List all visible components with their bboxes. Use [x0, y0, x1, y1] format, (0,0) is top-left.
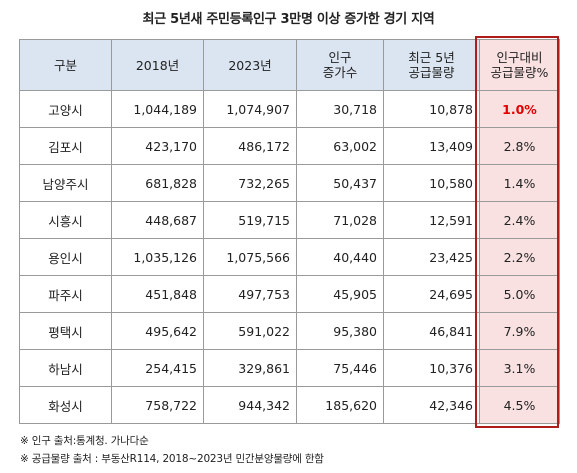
- table-row: 하남시 254,415 329,861 75,446 10,376 3.1%: [19, 349, 560, 387]
- cell-2018: 448,687: [111, 201, 204, 239]
- cell-2023: 497,753: [203, 275, 297, 313]
- cell-region: 시흥시: [19, 201, 112, 239]
- header-2023: 2023년: [203, 39, 297, 91]
- cell-supply: 10,376: [383, 349, 480, 387]
- cell-2018: 1,035,126: [111, 238, 204, 276]
- cell-2023: 519,715: [203, 201, 297, 239]
- cell-increase: 30,718: [296, 90, 384, 128]
- cell-supply: 10,580: [383, 164, 480, 202]
- cell-ratio: 2.4%: [479, 201, 560, 239]
- cell-increase: 50,437: [296, 164, 384, 202]
- header-ratio-line1: 인구대비: [496, 50, 543, 65]
- cell-ratio: 4.5%: [479, 386, 560, 424]
- table-row: 김포시 423,170 486,172 63,002 13,409 2.8%: [19, 127, 560, 165]
- population-supply-table: 구분 2018년 2023년 인구 증가수 최근 5년 공급물량 인구대비 공급…: [19, 39, 560, 424]
- cell-increase: 40,440: [296, 238, 384, 276]
- cell-increase: 63,002: [296, 127, 384, 165]
- table-row: 화성시 758,722 944,342 185,620 42,346 4.5%: [19, 386, 560, 424]
- header-supply-line2: 공급물량: [408, 65, 455, 80]
- cell-region: 용인시: [19, 238, 112, 276]
- cell-2018: 254,415: [111, 349, 204, 387]
- table-row: 시흥시 448,687 519,715 71,028 12,591 2.4%: [19, 201, 560, 239]
- cell-2023: 944,342: [203, 386, 297, 424]
- cell-increase: 75,446: [296, 349, 384, 387]
- cell-region: 고양시: [19, 90, 112, 128]
- table-row: 평택시 495,642 591,022 95,380 46,841 7.9%: [19, 312, 560, 350]
- table-header-row: 구분 2018년 2023년 인구 증가수 최근 5년 공급물량 인구대비 공급…: [19, 39, 560, 91]
- cell-increase: 71,028: [296, 201, 384, 239]
- cell-increase: 185,620: [296, 386, 384, 424]
- cell-ratio: 2.2%: [479, 238, 560, 276]
- header-ratio: 인구대비 공급물량%: [479, 39, 560, 91]
- source-notes: ※ 인구 출처:통계청. 가나다순 ※ 공급물량 출처 : 부동산R114, 2…: [20, 432, 324, 468]
- table-row: 남양주시 681,828 732,265 50,437 10,580 1.4%: [19, 164, 560, 202]
- cell-2018: 423,170: [111, 127, 204, 165]
- cell-ratio: 7.9%: [479, 312, 560, 350]
- table-row: 파주시 451,848 497,753 45,905 24,695 5.0%: [19, 275, 560, 313]
- cell-region: 남양주시: [19, 164, 112, 202]
- cell-2023: 486,172: [203, 127, 297, 165]
- cell-2023: 1,074,907: [203, 90, 297, 128]
- cell-ratio: 5.0%: [479, 275, 560, 313]
- cell-2018: 1,044,189: [111, 90, 204, 128]
- cell-2023: 329,861: [203, 349, 297, 387]
- table-row: 고양시 1,044,189 1,074,907 30,718 10,878 1.…: [19, 90, 560, 128]
- cell-supply: 10,878: [383, 90, 480, 128]
- header-increase-line2: 증가수: [322, 65, 358, 80]
- cell-ratio: 2.8%: [479, 127, 560, 165]
- note-population-source: ※ 인구 출처:통계청. 가나다순: [20, 435, 149, 447]
- cell-region: 평택시: [19, 312, 112, 350]
- cell-supply: 46,841: [383, 312, 480, 350]
- header-region: 구분: [19, 39, 112, 91]
- cell-2018: 681,828: [111, 164, 204, 202]
- cell-2018: 758,722: [111, 386, 204, 424]
- cell-2018: 495,642: [111, 312, 204, 350]
- header-supply-line1: 최근 5년: [408, 50, 455, 65]
- cell-ratio: 1.4%: [479, 164, 560, 202]
- cell-2023: 591,022: [203, 312, 297, 350]
- cell-ratio: 3.1%: [479, 349, 560, 387]
- cell-supply: 23,425: [383, 238, 480, 276]
- cell-region: 화성시: [19, 386, 112, 424]
- note-supply-source: ※ 공급물량 출처 : 부동산R114, 2018~2023년 민간분양물량에 …: [20, 453, 324, 465]
- cell-supply: 12,591: [383, 201, 480, 239]
- header-increase-line1: 인구: [328, 50, 352, 65]
- header-supply: 최근 5년 공급물량: [383, 39, 480, 91]
- table-row: 용인시 1,035,126 1,075,566 40,440 23,425 2.…: [19, 238, 560, 276]
- cell-region: 파주시: [19, 275, 112, 313]
- cell-2023: 732,265: [203, 164, 297, 202]
- cell-region: 김포시: [19, 127, 112, 165]
- cell-increase: 95,380: [296, 312, 384, 350]
- header-ratio-line2: 공급물량%: [490, 65, 549, 80]
- header-2018: 2018년: [111, 39, 204, 91]
- cell-supply: 42,346: [383, 386, 480, 424]
- cell-ratio: 1.0%: [479, 90, 560, 128]
- cell-supply: 24,695: [383, 275, 480, 313]
- cell-region: 하남시: [19, 349, 112, 387]
- page-title: 최근 5년새 주민등록인구 3만명 이상 증가한 경기 지역: [142, 12, 435, 27]
- cell-2018: 451,848: [111, 275, 204, 313]
- cell-increase: 45,905: [296, 275, 384, 313]
- header-increase: 인구 증가수: [296, 39, 384, 91]
- cell-2023: 1,075,566: [203, 238, 297, 276]
- cell-supply: 13,409: [383, 127, 480, 165]
